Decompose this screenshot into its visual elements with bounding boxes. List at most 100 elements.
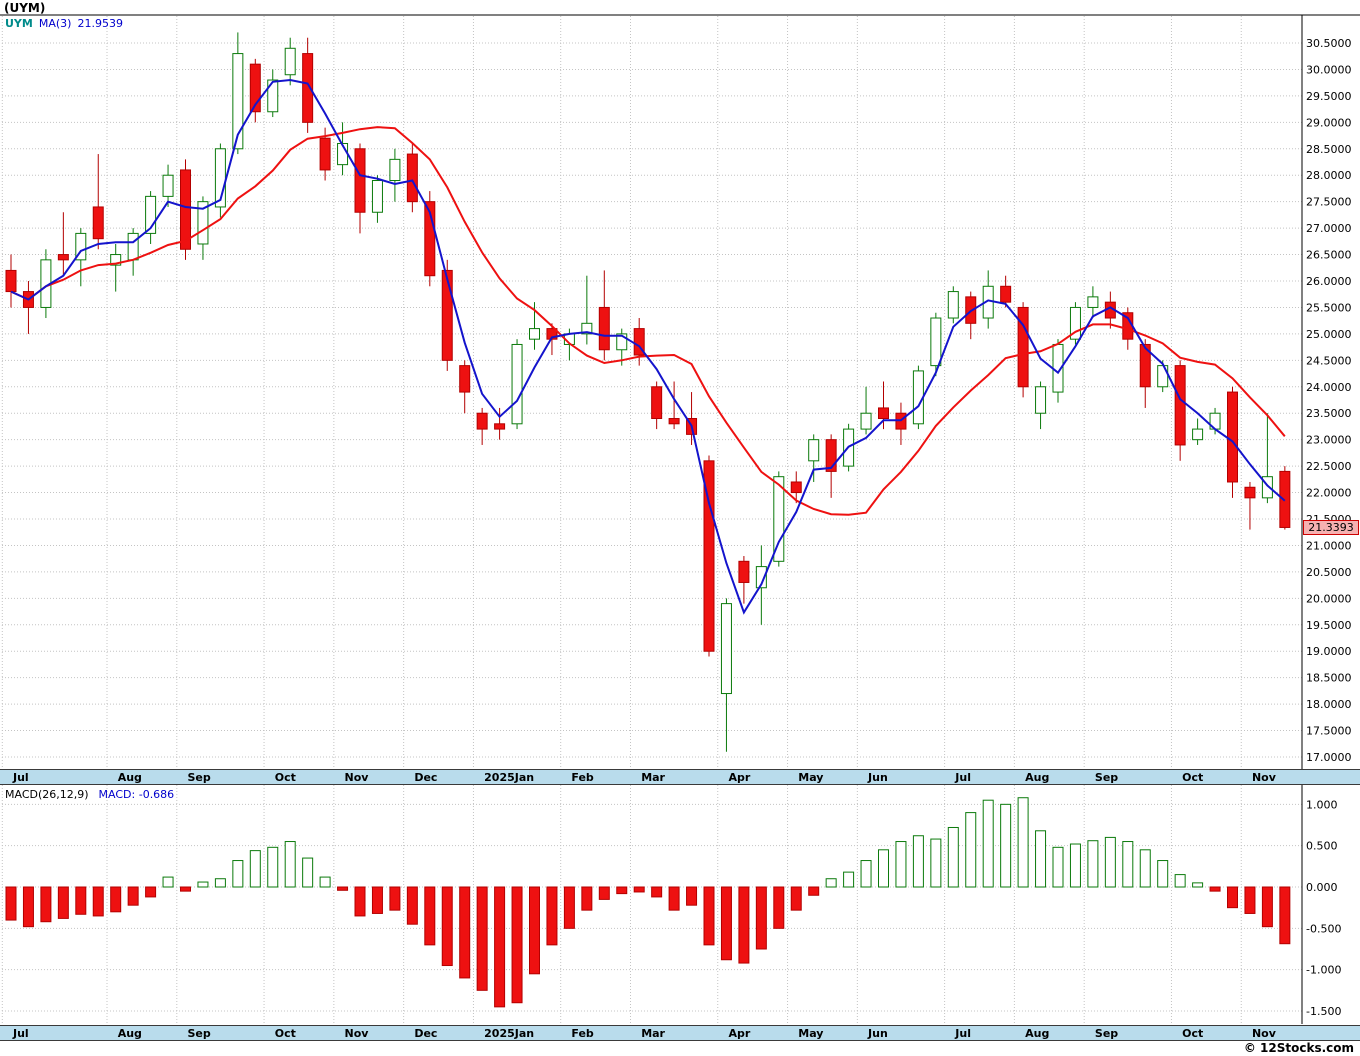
y-axis-label: 24.0000 — [1306, 381, 1352, 394]
macd-histogram-bar — [947, 826, 959, 888]
candle-body — [1069, 306, 1081, 340]
macd-histogram-bar — [214, 878, 226, 888]
macd-histogram-bar — [354, 886, 366, 917]
macd-histogram-bar — [180, 886, 191, 892]
macd-histogram-bar — [75, 886, 87, 915]
month-label: Apr — [728, 1027, 751, 1040]
macd-histogram-bar — [1122, 841, 1134, 888]
month-label: May — [798, 771, 824, 784]
candle-body — [267, 79, 279, 113]
candle-body — [145, 195, 157, 234]
candle-body — [651, 386, 663, 420]
month-label: Jul — [13, 771, 29, 784]
candle-body — [494, 423, 506, 430]
macd-histogram-bar — [110, 886, 122, 913]
y-axis-label: 22.5000 — [1306, 460, 1352, 473]
month-label: Oct — [274, 771, 296, 784]
candle-body — [476, 412, 488, 430]
candle-body — [1192, 428, 1204, 441]
candle-body — [598, 306, 610, 351]
macd-histogram-bar — [1244, 886, 1256, 914]
candlestick-chart: 30.5000 30.0000 29.5000 29.0000 28.5000 28.00… — [0, 14, 1360, 769]
macd-histogram-bar — [563, 886, 575, 929]
y-axis-label: 20.5000 — [1306, 566, 1352, 579]
candle-body — [284, 47, 296, 76]
macd-histogram-bar — [406, 886, 418, 925]
candle-body — [459, 365, 471, 393]
macd-histogram-bar — [1192, 882, 1204, 888]
candle-body — [197, 201, 209, 245]
legend-symbol: UYM — [5, 17, 33, 30]
macd-histogram-bar — [912, 835, 924, 888]
candle-body — [825, 439, 837, 472]
macd-histogram-bar — [633, 886, 645, 893]
candle-body — [581, 322, 593, 335]
y-axis-label: 26.0000 — [1306, 275, 1352, 288]
y-axis-label: 25.0000 — [1306, 328, 1352, 341]
y-axis-label: 19.0000 — [1306, 645, 1352, 658]
macd-histogram-bar — [127, 886, 139, 906]
y-axis-label: 22.0000 — [1306, 487, 1352, 500]
month-label: Aug — [117, 771, 142, 784]
y-axis-label: 30.0000 — [1306, 63, 1352, 76]
y-axis-label: 23.0000 — [1306, 434, 1352, 447]
macd-histogram-bar — [302, 857, 314, 888]
month-label: Jul — [13, 1027, 29, 1040]
candle-body — [773, 476, 785, 562]
copyright: © 12Stocks.com — [1243, 1041, 1354, 1055]
candle-body — [755, 566, 767, 589]
macd-histogram-bar — [1069, 843, 1081, 888]
candle-body — [860, 412, 872, 430]
candle-body — [1000, 285, 1012, 303]
macd-histogram-bar — [249, 850, 261, 888]
candle-body — [110, 254, 122, 266]
month-label: Nov — [1251, 771, 1276, 784]
candle-body — [162, 174, 174, 197]
candle-body — [5, 269, 17, 293]
macd-histogram-bar — [860, 860, 872, 888]
candle-body — [92, 206, 104, 240]
macd-histogram-bar — [459, 886, 471, 979]
month-label: 2025Jan — [484, 1027, 535, 1040]
macd-histogram-bar — [668, 886, 680, 911]
macd-legend: MACD(26,12,9) MACD: -0.686 — [5, 788, 174, 801]
month-axis-top: Jul Aug Sep Oct Nov Dec 2025Jan Feb Mar Apr May Jun… — [0, 769, 1360, 785]
candle-body — [633, 328, 645, 356]
macd-histogram-bar — [720, 886, 732, 961]
month-label: 2025Jan — [484, 771, 535, 784]
candle-body — [808, 439, 820, 462]
month-label: Nov — [344, 771, 369, 784]
y-axis-label: 24.5000 — [1306, 354, 1352, 367]
candle-body — [1227, 391, 1238, 483]
macd-histogram-bar — [1261, 886, 1273, 928]
macd-histogram-bar — [965, 812, 977, 888]
month-label: Sep — [1094, 1027, 1119, 1040]
month-label: Feb — [571, 771, 594, 784]
candle-body — [790, 481, 802, 494]
y-axis-label: 23.5000 — [1306, 407, 1352, 420]
y-axis-label: 27.0000 — [1306, 222, 1352, 235]
candle-body — [127, 232, 139, 261]
month-label: Aug — [117, 1027, 142, 1040]
macd-histogram-bar — [1035, 830, 1047, 888]
macd-histogram-bar — [1227, 886, 1238, 909]
macd-histogram-bar — [616, 886, 628, 895]
y-axis-label: 25.5000 — [1306, 301, 1352, 314]
macd-histogram-bar — [755, 886, 767, 950]
candle-body — [738, 560, 750, 583]
candle-body — [232, 53, 244, 150]
month-label: Sep — [1094, 771, 1119, 784]
candle-body — [302, 53, 314, 123]
month-label: Nov — [344, 1027, 369, 1040]
macd-histogram-bar — [1139, 849, 1151, 888]
macd-histogram-bar — [441, 886, 453, 967]
candle-body — [529, 328, 540, 340]
macd-histogram-bar — [267, 846, 279, 888]
candle-body — [57, 254, 69, 261]
macd-y-axis-label: 0.500 — [1306, 840, 1338, 853]
macd-y-axis-label: -1.000 — [1306, 964, 1341, 977]
macd-histogram-bar — [878, 849, 889, 888]
candle-body — [389, 158, 401, 182]
y-axis-label: 18.0000 — [1306, 698, 1352, 711]
candle-body — [668, 418, 680, 425]
